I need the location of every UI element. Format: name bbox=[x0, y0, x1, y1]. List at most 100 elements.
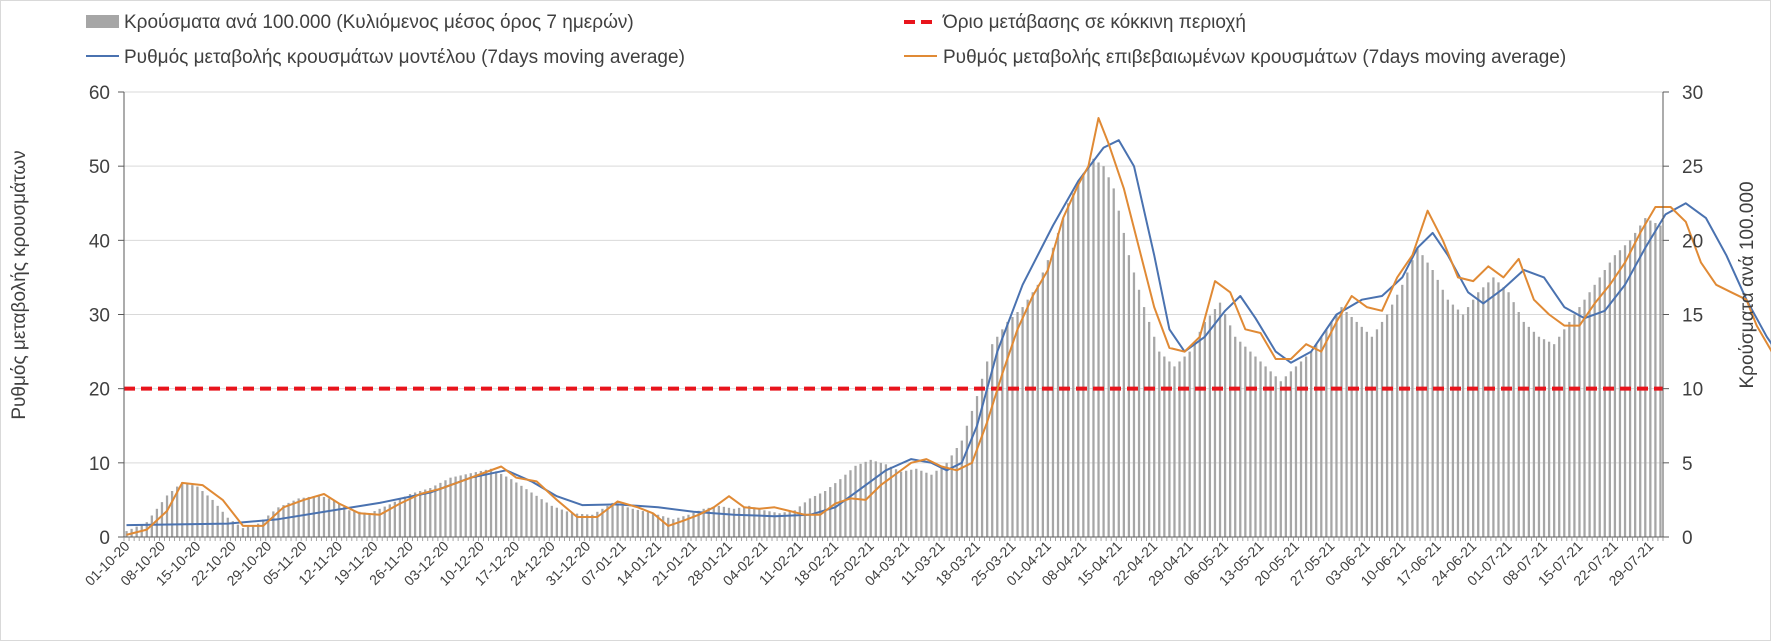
bar bbox=[1026, 299, 1029, 537]
bar bbox=[1092, 158, 1095, 537]
bar bbox=[1077, 183, 1080, 537]
bar bbox=[383, 506, 386, 537]
right-tick-label: 15 bbox=[1682, 306, 1703, 327]
bar bbox=[1137, 289, 1141, 537]
bar bbox=[1370, 336, 1374, 537]
bar bbox=[722, 506, 726, 537]
bar bbox=[1547, 341, 1551, 537]
bar bbox=[1618, 250, 1622, 537]
bar bbox=[408, 493, 412, 537]
bar bbox=[241, 528, 245, 537]
bar bbox=[1391, 304, 1394, 537]
bar bbox=[1649, 220, 1652, 538]
bar bbox=[707, 507, 710, 537]
bar bbox=[353, 511, 356, 537]
bar bbox=[758, 508, 761, 537]
bar bbox=[1426, 262, 1429, 537]
bar bbox=[1183, 356, 1186, 537]
legend-item-threshold: Όριο μετάβασης σε κόκκινη περιοχή bbox=[904, 12, 1246, 33]
bar bbox=[201, 491, 204, 537]
bar bbox=[844, 474, 847, 537]
bar bbox=[1016, 312, 1019, 537]
bar bbox=[292, 500, 295, 537]
bar bbox=[1325, 329, 1328, 537]
bar bbox=[899, 471, 903, 537]
bar bbox=[611, 502, 614, 537]
bar bbox=[332, 499, 336, 537]
bar bbox=[1234, 336, 1237, 537]
bar bbox=[930, 474, 933, 537]
right-axis-title: Κρούσματα ανά 100.000 bbox=[1737, 181, 1758, 388]
bar bbox=[343, 506, 346, 537]
bar bbox=[1294, 366, 1298, 537]
bar bbox=[1097, 162, 1100, 538]
bar bbox=[297, 498, 300, 537]
bar bbox=[1355, 321, 1358, 537]
bar bbox=[1142, 307, 1146, 537]
bar bbox=[1051, 247, 1055, 537]
bar bbox=[748, 505, 751, 537]
right-tick-label: 0 bbox=[1682, 528, 1693, 549]
bar bbox=[1122, 232, 1125, 537]
bar bbox=[631, 508, 634, 537]
bar bbox=[1446, 299, 1449, 537]
bar bbox=[510, 479, 513, 537]
bar bbox=[550, 505, 553, 537]
bar bbox=[322, 496, 326, 537]
bar bbox=[170, 491, 174, 537]
bar bbox=[1299, 361, 1303, 537]
bar bbox=[1502, 287, 1505, 537]
bar bbox=[479, 470, 483, 537]
bar bbox=[520, 485, 523, 537]
bar bbox=[181, 482, 184, 537]
bar bbox=[1623, 245, 1627, 537]
legend-label-cases: Κρούσματα ανά 100.000 (Κυλιόμενος μέσος … bbox=[124, 12, 634, 33]
bar bbox=[1279, 381, 1282, 537]
bar bbox=[1021, 307, 1024, 537]
bar bbox=[1208, 315, 1212, 537]
bar bbox=[1067, 203, 1070, 537]
bar bbox=[1360, 326, 1363, 537]
bar bbox=[1107, 177, 1110, 537]
bar bbox=[677, 517, 680, 537]
bar bbox=[727, 507, 731, 537]
bar bbox=[1497, 282, 1500, 537]
bar bbox=[398, 499, 402, 537]
bar bbox=[1061, 218, 1065, 538]
bar bbox=[277, 507, 280, 537]
bar bbox=[717, 505, 720, 537]
bar bbox=[662, 516, 665, 537]
bar bbox=[1451, 304, 1455, 537]
bar bbox=[1527, 326, 1530, 537]
bar bbox=[950, 455, 953, 537]
bar bbox=[206, 495, 209, 537]
bar bbox=[1644, 218, 1647, 538]
bar bbox=[1264, 366, 1267, 537]
bar bbox=[940, 466, 943, 537]
bar bbox=[935, 470, 938, 537]
bar bbox=[358, 511, 361, 537]
bar bbox=[824, 491, 827, 537]
right-tick-label: 25 bbox=[1682, 157, 1703, 178]
bar bbox=[1461, 314, 1465, 537]
bar bbox=[1639, 225, 1642, 537]
legend-item-confirmed-rate: Ρυθμός μεταβολής επιβεβαιωμένων κρουσμάτ… bbox=[904, 47, 1566, 68]
bar bbox=[1163, 356, 1166, 537]
bar bbox=[1153, 336, 1156, 537]
bar bbox=[211, 499, 214, 537]
bar bbox=[1178, 361, 1181, 537]
bar bbox=[955, 448, 958, 537]
bar bbox=[1477, 292, 1480, 537]
bar bbox=[1375, 329, 1379, 537]
bar bbox=[793, 510, 796, 537]
bar bbox=[363, 512, 366, 537]
bar bbox=[874, 461, 877, 537]
bar bbox=[1532, 331, 1536, 537]
bar bbox=[459, 475, 462, 537]
left-tick-label: 0 bbox=[99, 528, 110, 549]
bar bbox=[1269, 371, 1272, 537]
bar bbox=[606, 505, 609, 537]
bar bbox=[373, 511, 376, 537]
bar bbox=[317, 495, 321, 537]
bar bbox=[591, 514, 594, 537]
